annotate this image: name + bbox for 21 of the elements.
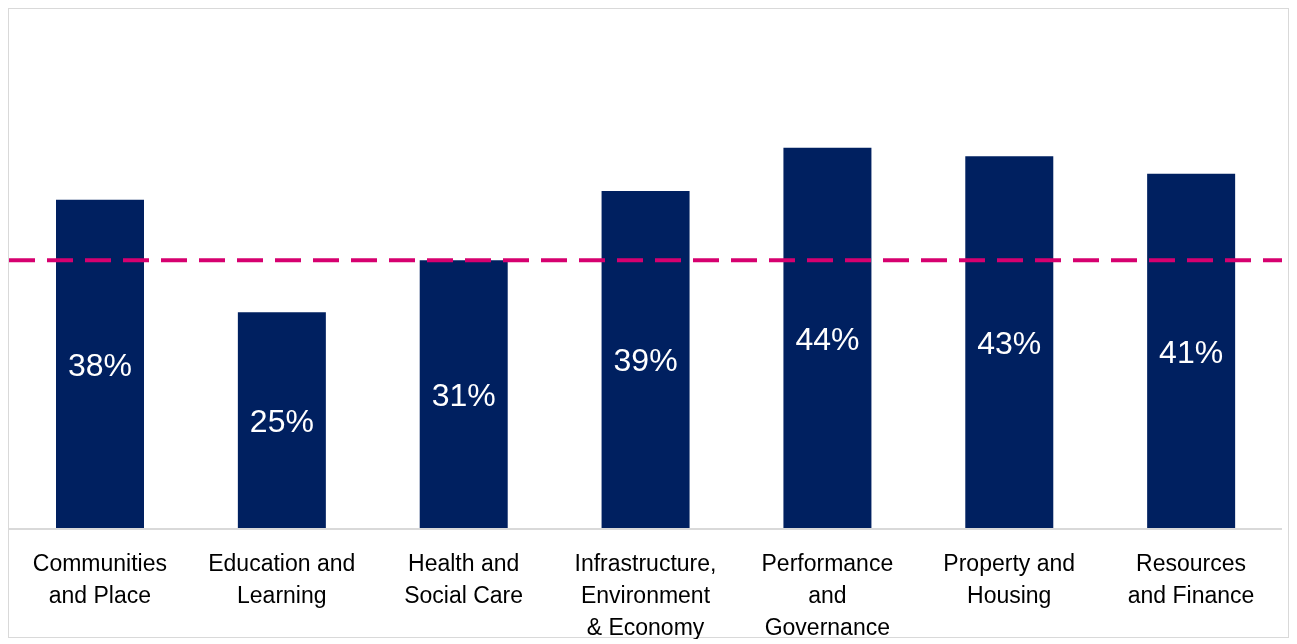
data-label: 39% bbox=[613, 342, 678, 379]
x-tick-label: Infrastructure, Environment & Economy bbox=[574, 550, 717, 640]
bar bbox=[56, 199, 144, 529]
data-label: 38% bbox=[67, 346, 133, 383]
x-tick-label: Health and Social Care bbox=[404, 550, 524, 608]
data-label: 31% bbox=[431, 377, 496, 414]
bar bbox=[1147, 173, 1236, 529]
bar bbox=[419, 260, 508, 529]
data-label: 25% bbox=[249, 403, 314, 440]
data-label: 44% bbox=[795, 320, 860, 357]
bar bbox=[783, 147, 872, 529]
bar bbox=[601, 191, 690, 529]
x-tick-label: Property and Housing bbox=[943, 550, 1076, 608]
data-label: 43% bbox=[977, 325, 1042, 362]
bar bbox=[965, 156, 1054, 529]
bar bbox=[237, 312, 326, 529]
x-tick-label: Education and Learning bbox=[208, 550, 356, 608]
x-tick-label: Resources and Finance bbox=[1127, 550, 1255, 608]
data-label: 41% bbox=[1159, 333, 1224, 370]
x-tick-label: Performance and Governance bbox=[761, 550, 894, 640]
x-tick-label: Communities and Place bbox=[32, 550, 168, 608]
